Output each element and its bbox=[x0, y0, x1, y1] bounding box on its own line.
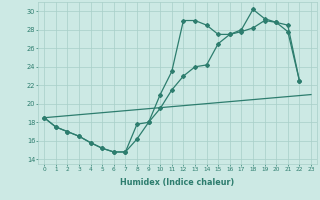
X-axis label: Humidex (Indice chaleur): Humidex (Indice chaleur) bbox=[120, 178, 235, 187]
